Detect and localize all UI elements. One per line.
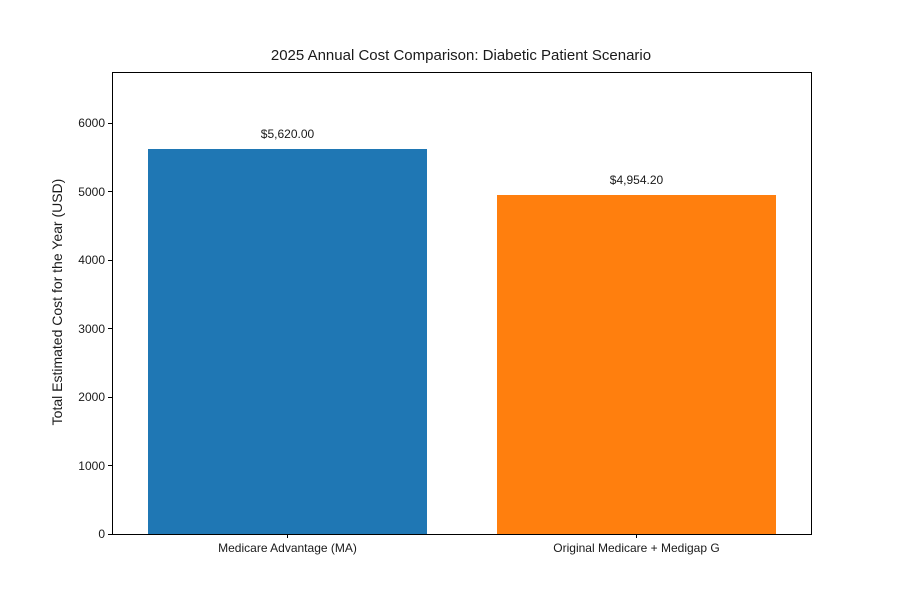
y-tick-label: 0 [98,527,105,541]
plot-area: 0 1000 2000 3000 4000 5000 6000 $5,620.00 Medica… [78,72,812,555]
y-axis-label: Total Estimated Cost for the Year (USD) [49,178,65,426]
x-tick-label: Original Medicare + Medigap G [553,541,720,555]
y-tick-mark [108,533,112,535]
bar [147,149,428,534]
y-tick-label: 4000 [78,253,105,267]
bar-value-label: $4,954.20 [609,172,664,187]
chart-title: 2025 Annual Cost Comparison: Diabetic Pa… [270,47,652,64]
y-tick-label: 2000 [78,390,105,404]
x-tick-label: Medicare Advantage (MA) [218,541,357,555]
y-tick-mark [108,191,112,192]
y-tick-mark [108,465,112,466]
x-tick-mark [636,534,637,538]
y-tick-mark [108,328,112,329]
y-tick-mark [108,259,112,261]
bar-value-label: $5,620.00 [260,127,315,142]
x-tick-mark [287,534,288,538]
y-tick-label: 3000 [78,321,105,336]
y-tick-mark [108,122,112,124]
y-tick-mark [108,396,112,398]
bar [496,194,777,534]
y-tick-label: 6000 [78,116,105,130]
y-tick-label: 5000 [78,184,105,199]
y-tick-label: 1000 [78,458,105,473]
